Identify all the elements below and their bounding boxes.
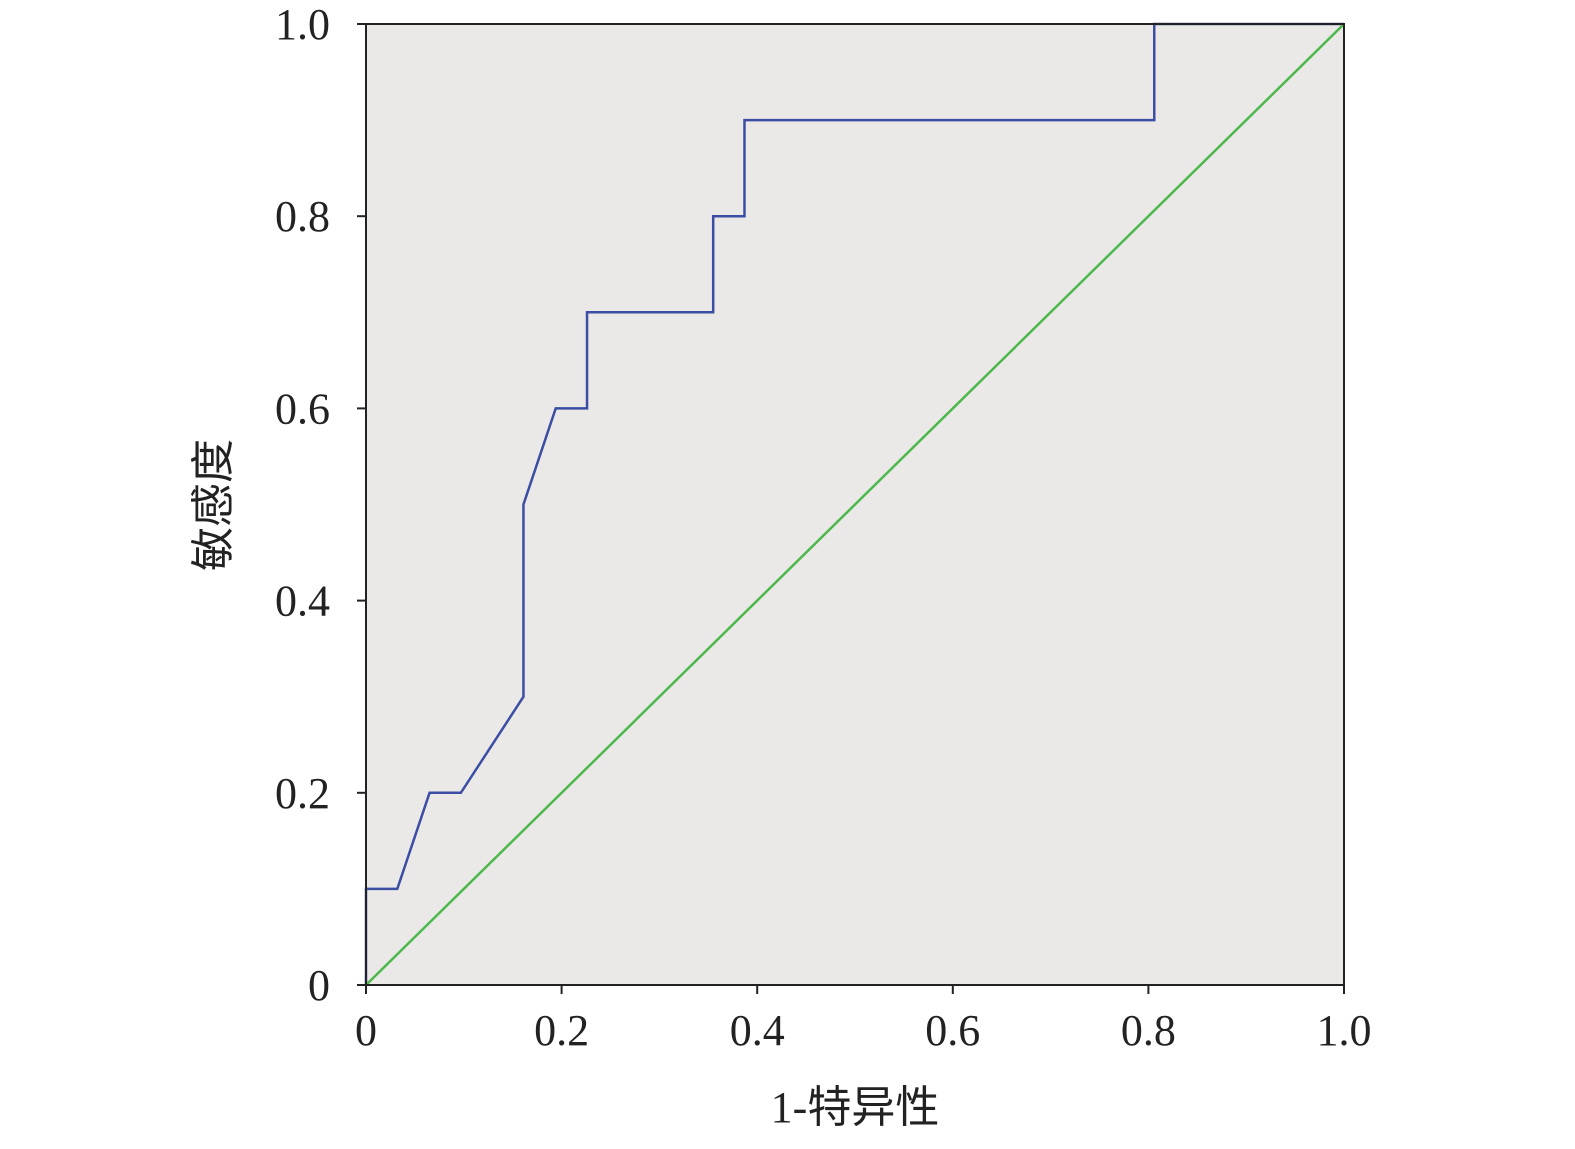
y-axis-label: 敏感度: [189, 439, 238, 571]
y-tick-label: 0.2: [275, 769, 330, 818]
x-tick-label: 0.4: [730, 1006, 785, 1055]
y-tick-label: 0.8: [275, 192, 330, 241]
x-axis-label: 1-特异性: [771, 1083, 940, 1132]
x-tick-label: 0: [355, 1006, 377, 1055]
x-tick-label: 1.0: [1317, 1006, 1372, 1055]
y-tick-label: 1.0: [275, 0, 330, 49]
plot-frame: [365, 23, 1345, 986]
line-series: [365, 23, 1345, 986]
x-tick-label: 0.8: [1121, 1006, 1176, 1055]
line-series: [364, 22, 1344, 985]
y-tick-label: 0.4: [275, 577, 330, 626]
x-tick-label: 0.2: [534, 1006, 589, 1055]
y-tick-label: 0.6: [275, 384, 330, 433]
y-tick-label: 0: [308, 961, 330, 1010]
x-tick-label: 0.6: [925, 1006, 980, 1055]
